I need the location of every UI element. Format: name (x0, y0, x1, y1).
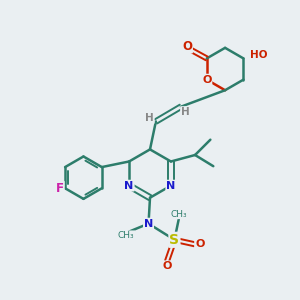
Text: O: O (162, 261, 172, 271)
Text: H: H (145, 113, 154, 123)
Text: F: F (56, 182, 64, 195)
Text: O: O (182, 40, 192, 52)
Text: N: N (144, 219, 153, 229)
Text: N: N (166, 181, 176, 190)
Text: H: H (181, 107, 190, 117)
Text: HO: HO (250, 50, 268, 60)
Text: O: O (195, 239, 204, 249)
Text: CH₃: CH₃ (118, 231, 134, 240)
Text: CH₃: CH₃ (170, 210, 187, 219)
Text: S: S (169, 233, 179, 247)
Text: N: N (124, 181, 134, 190)
Text: O: O (202, 75, 211, 85)
